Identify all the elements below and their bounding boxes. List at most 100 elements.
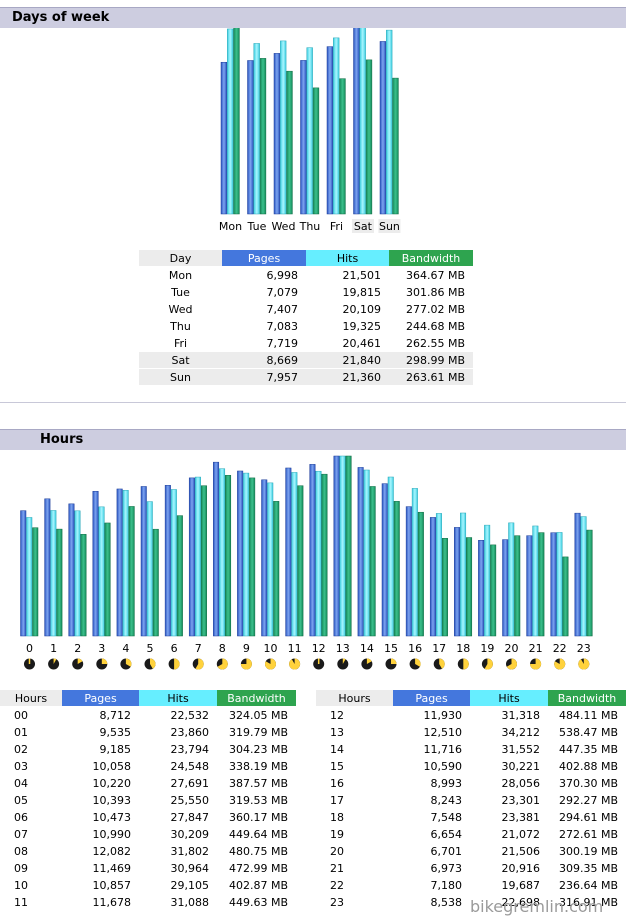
axis-label-1: 1 xyxy=(50,642,57,655)
clock-hand xyxy=(391,658,397,664)
hits-value: 27,847 xyxy=(139,808,217,826)
bar-hits-9 xyxy=(243,472,250,637)
hits-value: 29,105 xyxy=(139,876,217,894)
bandwidth-value: 447.35 MB xyxy=(548,740,626,758)
bar-hits-12 xyxy=(315,470,322,637)
bar-bandwidth-4 xyxy=(128,506,135,637)
bar-pages-Wed xyxy=(273,53,281,215)
hits-value: 30,221 xyxy=(470,757,548,775)
bandwidth-value: 263.61 MB xyxy=(389,368,473,386)
bandwidth-value: 484.11 MB xyxy=(548,706,626,724)
bar-hits-18 xyxy=(460,512,467,637)
pages-value: 10,473 xyxy=(62,808,139,826)
table-row: 20 6,701 21,506 300.19 MB xyxy=(316,842,626,860)
pages-value: 10,990 xyxy=(62,825,139,843)
bandwidth-value: 480.75 MB xyxy=(217,842,296,860)
clock-hand xyxy=(77,658,83,664)
hits-value: 24,548 xyxy=(139,757,217,775)
bar-pages-10 xyxy=(261,479,268,637)
bar-bandwidth-Wed xyxy=(286,70,293,215)
hits-value: 20,109 xyxy=(306,300,389,318)
pages-value: 7,180 xyxy=(393,876,470,894)
hits-value: 31,088 xyxy=(139,893,217,911)
table-row: 17 8,243 23,301 292.27 MB xyxy=(316,791,626,809)
bar-bandwidth-6 xyxy=(176,515,183,637)
hours-col-bandwidth: Bandwidth xyxy=(548,690,626,707)
pages-value: 10,220 xyxy=(62,774,139,792)
axis-label-3: 3 xyxy=(98,642,105,655)
row-label: Tue xyxy=(139,283,222,301)
bar-hits-2 xyxy=(74,510,81,637)
bandwidth-value: 300.19 MB xyxy=(548,842,626,860)
row-label: 12 xyxy=(316,706,393,724)
clock-hand xyxy=(342,658,346,664)
bar-hits-13 xyxy=(339,455,346,637)
axis-label-6: 6 xyxy=(171,642,178,655)
hours-table-right: Hours Pages Hits Bandwidth 12 11,930 31,31… xyxy=(316,690,626,911)
bar-bandwidth-10 xyxy=(273,501,280,637)
row-label: Thu xyxy=(139,317,222,335)
bandwidth-value: 387.57 MB xyxy=(217,774,296,792)
axis-label-Thu: Thu xyxy=(299,220,321,233)
bandwidth-value: 236.64 MB xyxy=(548,876,626,894)
clock-hand xyxy=(195,658,204,670)
days-col-hits: Hits xyxy=(306,250,389,267)
bar-pages-13 xyxy=(333,455,340,637)
bandwidth-value: 309.35 MB xyxy=(548,859,626,877)
bar-hits-Fri xyxy=(333,37,340,215)
bar-hits-Tue xyxy=(253,43,260,215)
bandwidth-value: 538.47 MB xyxy=(548,723,626,741)
bar-bandwidth-Sun xyxy=(392,77,399,215)
bar-pages-Thu xyxy=(300,60,307,215)
hits-value: 28,056 xyxy=(470,774,548,792)
hours-col-bandwidth: Bandwidth xyxy=(217,690,296,707)
pages-value: 7,719 xyxy=(222,334,306,352)
pages-value: 6,998 xyxy=(222,266,306,284)
axis-label-14: 14 xyxy=(360,642,374,655)
clock-hand xyxy=(264,658,276,670)
bar-bandwidth-Fri xyxy=(339,78,346,215)
bar-pages-8 xyxy=(213,461,220,637)
row-label: Fri xyxy=(139,334,222,352)
clock-hand xyxy=(439,658,445,669)
table-row: 09 11,469 30,964 472.99 MB xyxy=(0,859,296,877)
table-row: 03 10,058 24,548 338.19 MB xyxy=(0,757,296,775)
clock-hand xyxy=(484,658,493,670)
axis-label-Wed: Wed xyxy=(271,220,295,233)
days-col-pages: Pages xyxy=(222,250,306,267)
table-row: 13 12,510 34,212 538.47 MB xyxy=(316,723,626,741)
hits-value: 22,532 xyxy=(139,706,217,724)
bar-bandwidth-1 xyxy=(56,528,63,637)
hours-col-pages: Pages xyxy=(393,690,470,707)
pages-value: 11,716 xyxy=(393,740,470,758)
pages-value: 10,058 xyxy=(62,757,139,775)
axis-label-Sun: Sun xyxy=(379,220,400,233)
hits-value: 31,802 xyxy=(139,842,217,860)
pages-value: 8,669 xyxy=(222,351,306,369)
bar-hits-8 xyxy=(219,468,226,637)
axis-label-18: 18 xyxy=(456,642,470,655)
hits-value: 21,360 xyxy=(306,368,389,386)
pages-value: 7,548 xyxy=(393,808,470,826)
clock-hand xyxy=(554,658,566,670)
section-divider xyxy=(0,402,626,403)
bandwidth-value: 292.27 MB xyxy=(548,791,626,809)
bar-pages-21 xyxy=(526,535,533,637)
bandwidth-value: 319.53 MB xyxy=(217,791,296,809)
bandwidth-value: 449.64 MB xyxy=(217,825,296,843)
row-label: Sat xyxy=(139,351,222,369)
bar-bandwidth-11 xyxy=(297,485,304,637)
bar-hits-15 xyxy=(387,476,394,637)
table-row: 01 9,535 23,860 319.79 MB xyxy=(0,723,296,741)
clock-hand xyxy=(125,658,132,667)
bar-bandwidth-7 xyxy=(200,485,207,637)
row-label: 20 xyxy=(316,842,393,860)
bar-hits-17 xyxy=(435,513,442,637)
bar-pages-6 xyxy=(164,485,171,637)
hits-value: 23,860 xyxy=(139,723,217,741)
bandwidth-value: 370.30 MB xyxy=(548,774,626,792)
pages-value: 9,535 xyxy=(62,723,139,741)
bar-pages-15 xyxy=(381,483,388,637)
table-row: 21 6,973 20,916 309.35 MB xyxy=(316,859,626,877)
clock-hand xyxy=(217,658,228,670)
